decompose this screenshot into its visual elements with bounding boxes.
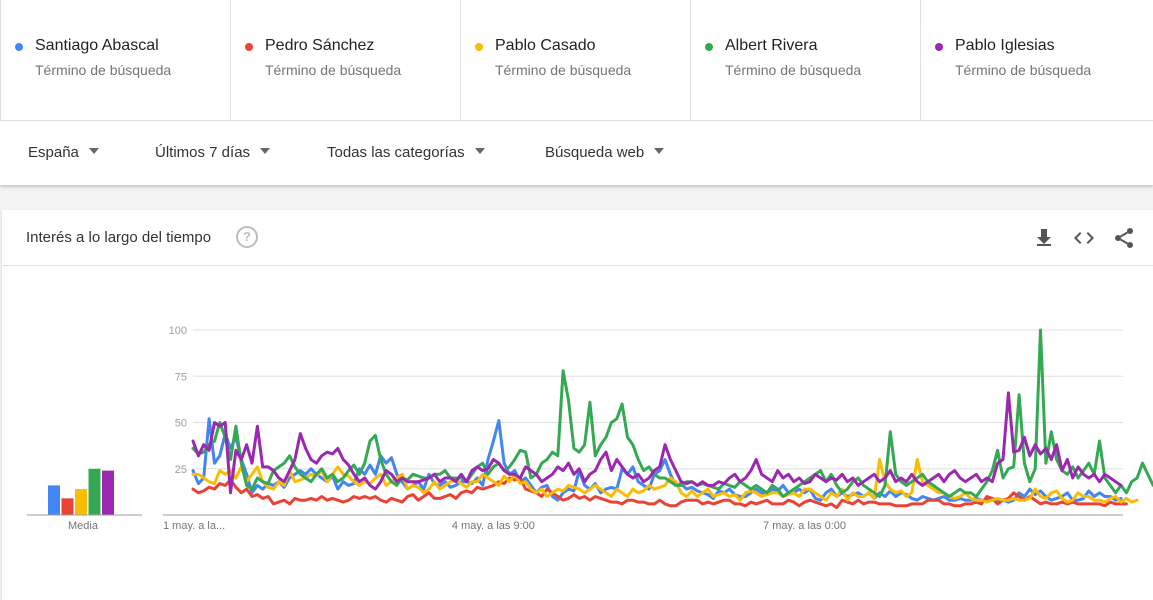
category-label: Todas las categorías bbox=[327, 144, 465, 161]
period-label: Últimos 7 días bbox=[155, 144, 251, 161]
series-color-dot bbox=[705, 43, 713, 51]
term-pedro-sanchez[interactable]: Pedro Sánchez Término de búsqueda bbox=[230, 0, 460, 120]
region-label: España bbox=[28, 144, 79, 161]
x-tick-label: 4 may. a las 9:00 bbox=[452, 520, 535, 532]
series-line bbox=[191, 476, 1128, 510]
card-title: Interés a lo largo del tiempo bbox=[26, 229, 212, 246]
y-tick-label: 100 bbox=[169, 325, 187, 337]
series-color-dot bbox=[475, 43, 483, 51]
term-name: Pablo Casado bbox=[495, 37, 596, 54]
term-name: Pedro Sánchez bbox=[265, 37, 375, 54]
term-name: Albert Rivera bbox=[725, 37, 818, 54]
caret-down-icon bbox=[260, 148, 271, 155]
help-icon[interactable]: ? bbox=[236, 226, 258, 248]
y-tick-label: 25 bbox=[175, 464, 187, 476]
download-icon[interactable] bbox=[1032, 226, 1056, 250]
series-color-dot bbox=[15, 43, 23, 51]
average-label: Media bbox=[68, 520, 99, 532]
period-dropdown[interactable]: Últimos 7 días bbox=[155, 144, 271, 161]
caret-down-icon bbox=[654, 148, 665, 155]
interest-over-time-card: Interés a lo largo del tiempo ? 100 75 50 2… bbox=[2, 210, 1153, 600]
caret-down-icon bbox=[474, 148, 485, 155]
term-subtitle: Término de búsqueda bbox=[265, 62, 402, 78]
series-line bbox=[191, 417, 1123, 504]
y-tick-label: 50 bbox=[175, 418, 187, 430]
search-type-dropdown[interactable]: Búsqueda web bbox=[545, 144, 665, 161]
term-pablo-iglesias[interactable]: Pablo Iglesias Término de búsqueda bbox=[920, 0, 1150, 120]
term-santiago-abascal[interactable]: Santiago Abascal Término de búsqueda bbox=[0, 0, 230, 120]
series-line bbox=[191, 391, 1123, 495]
region-dropdown[interactable]: España bbox=[28, 144, 99, 161]
term-name: Pablo Iglesias bbox=[955, 37, 1055, 54]
x-tick-label: 7 may. a las 0:00 bbox=[763, 520, 846, 532]
caret-down-icon bbox=[88, 148, 99, 155]
series-line bbox=[191, 458, 1139, 504]
average-bar bbox=[88, 468, 101, 515]
term-albert-rivera[interactable]: Albert Rivera Término de búsqueda bbox=[690, 0, 920, 120]
average-bar bbox=[102, 470, 114, 515]
term-pablo-casado[interactable]: Pablo Casado Término de búsqueda bbox=[460, 0, 690, 120]
filters-bar: España Últimos 7 días Todas las categorí… bbox=[0, 121, 1153, 185]
card-header: Interés a lo largo del tiempo ? bbox=[2, 210, 1153, 266]
term-subtitle: Término de búsqueda bbox=[955, 62, 1092, 78]
embed-icon[interactable] bbox=[1072, 226, 1096, 250]
search-type-label: Búsqueda web bbox=[545, 144, 645, 161]
term-subtitle: Término de búsqueda bbox=[725, 62, 862, 78]
average-bar bbox=[61, 498, 74, 515]
series-color-dot bbox=[245, 43, 253, 51]
term-subtitle: Término de búsqueda bbox=[495, 62, 632, 78]
y-tick-label: 75 bbox=[175, 371, 187, 383]
average-bar bbox=[48, 485, 60, 515]
series-color-dot bbox=[935, 43, 943, 51]
term-name: Santiago Abascal bbox=[35, 37, 159, 54]
interest-chart: 100 75 50 25 Media 1 may. a la... 4 may. a las… bbox=[27, 325, 1153, 532]
term-subtitle: Término de búsqueda bbox=[35, 62, 172, 78]
average-bar bbox=[75, 489, 87, 515]
search-terms-bar: Santiago Abascal Término de búsqueda Ped… bbox=[0, 0, 1153, 121]
share-icon[interactable] bbox=[1112, 226, 1136, 250]
x-tick-label: 1 may. a la... bbox=[163, 520, 225, 532]
category-dropdown[interactable]: Todas las categorías bbox=[327, 144, 485, 161]
